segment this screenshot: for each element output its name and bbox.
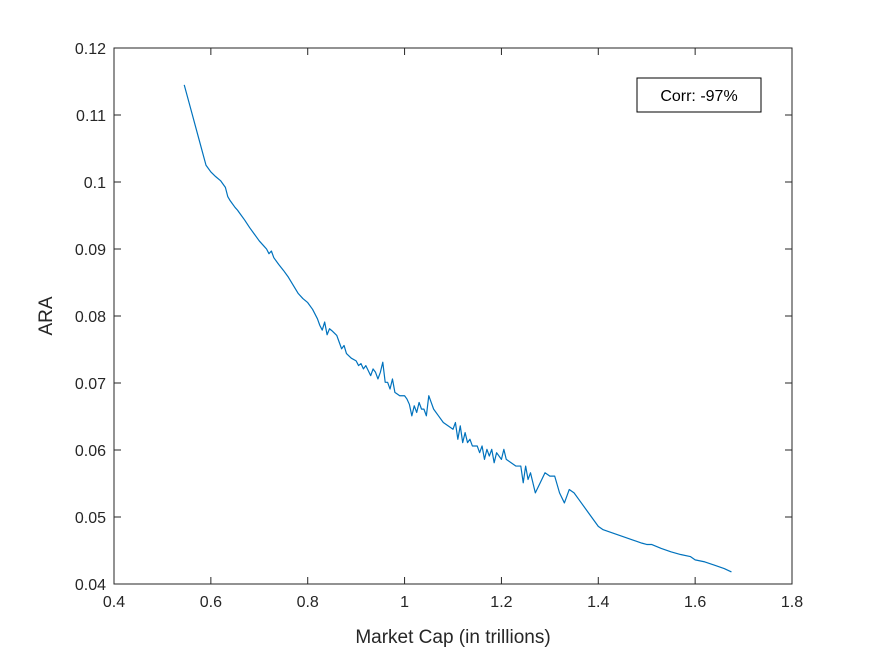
y-axis-label: ARA <box>36 296 57 335</box>
annotation-box: Corr: -97% <box>636 77 762 113</box>
x-tick-label: 1.6 <box>684 594 706 611</box>
series-line-0 <box>183 84 732 573</box>
y-tick-label: 0.07 <box>75 376 106 393</box>
data-layer <box>183 84 732 573</box>
annotation-text: Corr: -97% <box>660 88 737 105</box>
x-tick-label: 0.6 <box>200 594 222 611</box>
x-tick-label: 1.8 <box>781 594 803 611</box>
x-tick-label: 1.2 <box>490 594 512 611</box>
x-tick-label: 1.4 <box>587 594 609 611</box>
x-axis-label: Market Cap (in trillions) <box>355 627 550 648</box>
x-tick-label: 1 <box>400 594 409 611</box>
y-tick-label: 0.12 <box>75 41 106 58</box>
x-tick-label: 0.8 <box>297 594 319 611</box>
y-tick-label: 0.06 <box>75 443 106 460</box>
y-tick-label: 0.09 <box>75 242 106 259</box>
y-tick-label: 0.04 <box>75 577 106 594</box>
y-tick-label: 0.08 <box>75 309 106 326</box>
x-axis: 0.4 0.6 0.8 1 1.2 1.4 1.6 1.8 <box>103 48 803 611</box>
y-axis: 0.04 0.05 0.06 0.07 0.08 0.09 0.1 0.11 0.12 <box>75 41 792 594</box>
y-tick-label: 0.05 <box>75 510 106 527</box>
x-tick-label: 0.4 <box>103 594 125 611</box>
plot-area <box>114 48 792 584</box>
y-tick-label: 0.11 <box>76 108 106 125</box>
y-tick-label: 0.1 <box>84 175 106 192</box>
annotation-border <box>636 77 762 113</box>
